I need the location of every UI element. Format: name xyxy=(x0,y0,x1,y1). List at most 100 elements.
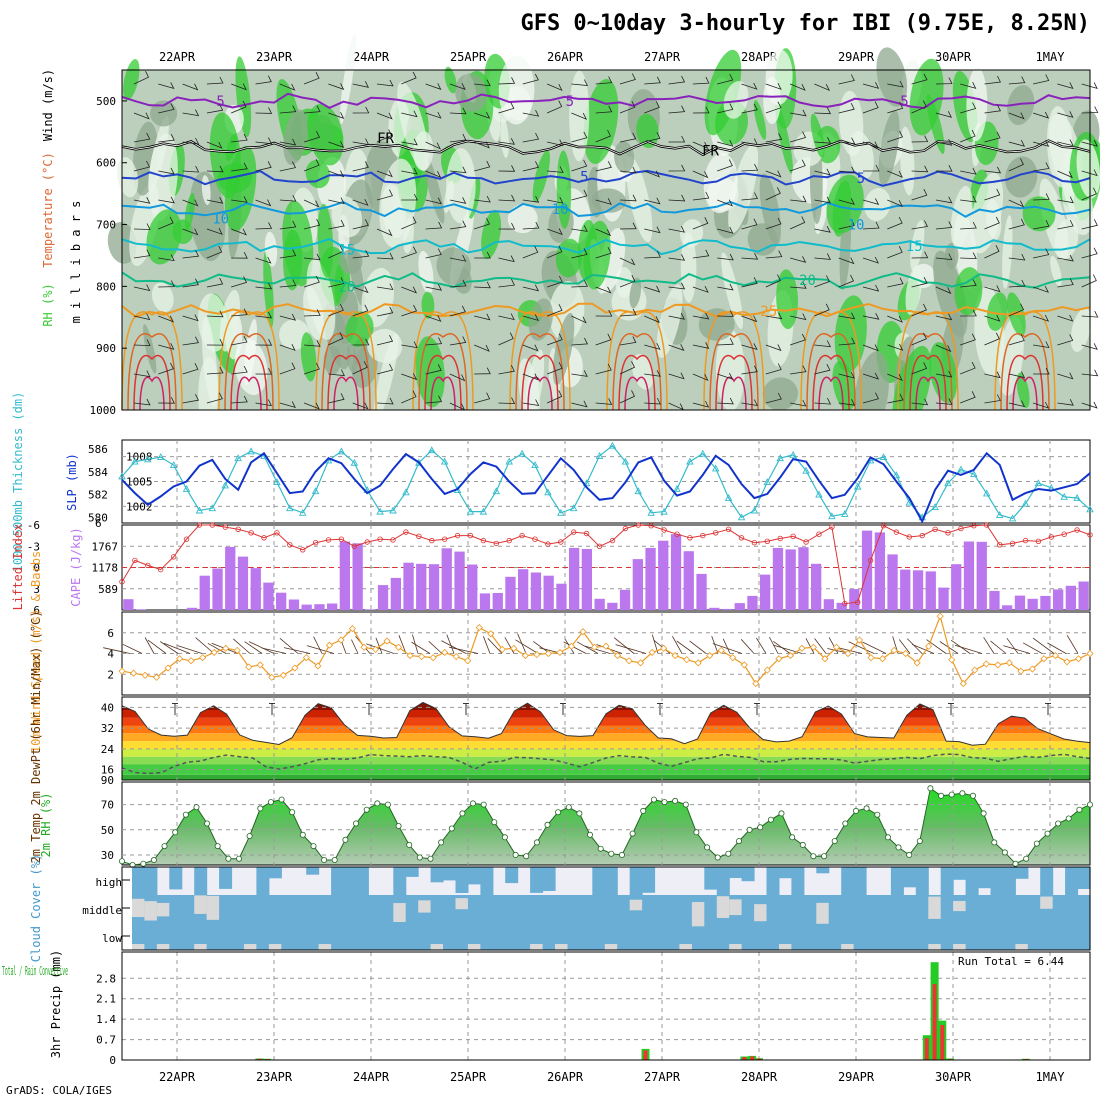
rh2m-point xyxy=(172,829,179,836)
wind-barb xyxy=(133,197,151,204)
wind-barb xyxy=(838,274,855,288)
wind-barb-10m xyxy=(122,643,143,654)
rh2m-point xyxy=(874,811,881,818)
wind-barb xyxy=(328,219,345,230)
wind-barb xyxy=(158,343,175,350)
cloud-grey-bar xyxy=(393,903,407,922)
cape-bar xyxy=(989,590,1000,610)
wind-barb xyxy=(304,309,321,317)
precip-conv-bar xyxy=(924,1038,929,1060)
contour-label: 10 xyxy=(212,211,229,227)
cloud-middle-low-bar xyxy=(555,895,568,950)
rh2m-point xyxy=(204,820,211,827)
rh-blob xyxy=(704,49,742,136)
rh-blob xyxy=(528,298,553,341)
temp-band xyxy=(122,748,1090,757)
wind-barb xyxy=(790,109,807,117)
rh-blob xyxy=(1005,156,1038,198)
rh-blob xyxy=(367,328,403,363)
lifted-index-point xyxy=(429,537,435,544)
rh-blob xyxy=(283,109,308,165)
rh2m-point xyxy=(214,843,221,850)
wind-barb xyxy=(376,363,394,375)
rh-blob xyxy=(966,67,988,142)
thickness-point xyxy=(195,506,204,514)
cloud-grey-low xyxy=(132,944,145,950)
rh-blob xyxy=(500,118,509,158)
wind-barb xyxy=(984,75,1002,85)
wind-barb-10m xyxy=(103,647,131,654)
lifted-index-point xyxy=(545,541,551,547)
wind-barb xyxy=(255,399,273,407)
wind-barb xyxy=(231,162,248,172)
thickness-point xyxy=(776,454,784,462)
rh2m-point xyxy=(576,810,583,817)
cape-bar xyxy=(1065,585,1076,610)
wind-barb xyxy=(182,250,200,259)
wind-barb xyxy=(838,219,855,230)
cloud-middle-low-bar xyxy=(915,895,929,950)
wind-barb xyxy=(935,196,953,204)
wind-barb-10m xyxy=(756,637,767,654)
wind-barb xyxy=(644,226,661,234)
cloud-high-bar xyxy=(741,867,755,882)
pressure-tick-label: 800 xyxy=(96,280,116,293)
rh-blob xyxy=(876,47,908,107)
rh2m-point xyxy=(235,855,242,862)
rh-blob xyxy=(201,317,218,407)
wind-speed-point xyxy=(371,645,380,653)
wind-barb-10m xyxy=(283,647,311,654)
wind-barb xyxy=(206,228,223,235)
lifted-index-point xyxy=(661,527,667,533)
wind-barb xyxy=(522,221,540,230)
wind-barb xyxy=(790,195,807,203)
wind-barb xyxy=(158,216,174,230)
wind-speed-point xyxy=(637,659,645,667)
rh2m-point xyxy=(799,841,806,848)
wind-speed-point xyxy=(395,643,403,651)
wind10m-axis-label: 10m Wind Speed (m/s) & Barbs xyxy=(29,551,43,753)
wind-barb xyxy=(911,277,928,288)
wind-barb xyxy=(401,110,418,118)
cape-bar xyxy=(658,540,669,610)
wind-speed-point xyxy=(717,646,725,654)
wind-barb-10m xyxy=(1006,637,1019,654)
bottom-date-label: 22APR xyxy=(159,1070,196,1084)
wind-barb xyxy=(741,253,759,260)
cloud-middle-low-bar xyxy=(940,895,954,950)
thickness-point xyxy=(595,451,604,459)
cloud-high-bar xyxy=(256,867,270,895)
bottom-date-label: 25APR xyxy=(450,1070,487,1084)
cape-bar xyxy=(760,574,771,610)
wind-barb xyxy=(328,332,344,346)
wind-barb xyxy=(449,373,466,382)
wind-barb xyxy=(838,312,856,320)
wind-barb xyxy=(571,131,588,143)
bottom-date-label: 24APR xyxy=(353,1070,390,1084)
upper-air-frame xyxy=(121,69,1091,411)
isotherm-10 xyxy=(121,200,1091,218)
wind-barb xyxy=(911,398,929,406)
wind-barb-10m xyxy=(428,641,443,654)
rh-blob xyxy=(615,267,634,298)
cloud-grey-bar xyxy=(194,895,208,914)
wind-barb xyxy=(231,252,248,259)
temp-band xyxy=(122,717,1090,726)
cloud-high-bar xyxy=(915,867,929,895)
wind-barb xyxy=(279,161,296,172)
rh2m-point xyxy=(938,792,945,799)
top-date-label: 23APR xyxy=(256,50,293,64)
wind-barb xyxy=(668,105,686,114)
wind-speed-point xyxy=(752,680,760,688)
wind-barb xyxy=(984,394,1001,404)
wind-barb xyxy=(814,168,831,176)
cape-bar xyxy=(619,589,631,610)
bottom-date-axis: 22APR 23APR 24APR 25APR 26APR 27APR 28APR 29APR… xyxy=(159,1070,1065,1084)
cape-bar xyxy=(747,595,758,610)
wind-barb xyxy=(619,166,637,174)
wind-barb xyxy=(449,279,467,288)
wind-barb-10m xyxy=(862,641,887,654)
thickness-point xyxy=(156,453,165,461)
wind-barb xyxy=(231,395,248,404)
wind-barb xyxy=(741,343,758,351)
